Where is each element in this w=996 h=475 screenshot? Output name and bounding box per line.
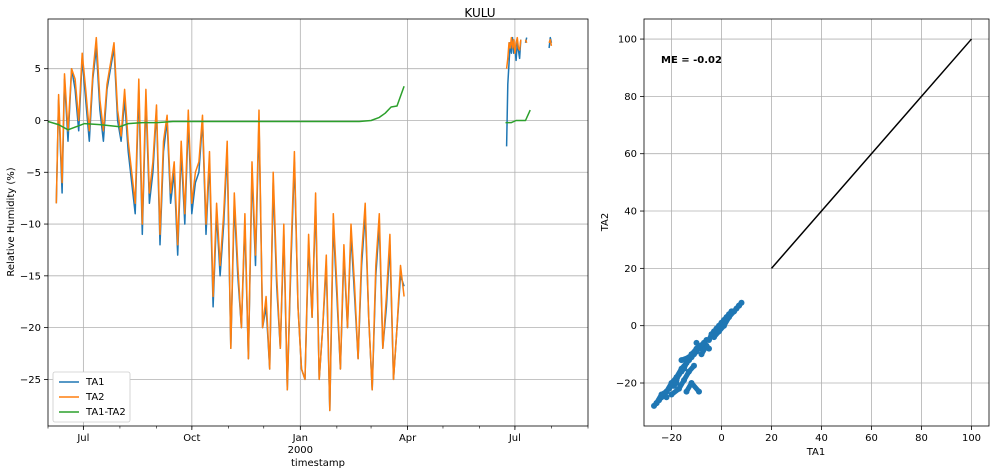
left-y-tick-label: −25 bbox=[20, 375, 41, 386]
legend: TA1 TA2 TA1-TA2 bbox=[52, 371, 131, 423]
right-y-tick-label: 100 bbox=[618, 35, 637, 46]
series-line-ta2 bbox=[505, 36, 522, 69]
series-line-ta2 bbox=[55, 36, 405, 412]
left-x-tick-year: 2000 bbox=[288, 445, 313, 456]
right-axes-frame bbox=[643, 18, 990, 427]
left-axes-frame bbox=[47, 18, 589, 427]
left-x-tick-label: Oct bbox=[183, 433, 200, 444]
scatter-points bbox=[651, 299, 745, 409]
right-y-tick-label: 80 bbox=[624, 92, 637, 103]
left-y-tick-label: 0 bbox=[35, 116, 41, 127]
scatter-point-trail bbox=[731, 303, 742, 314]
left-y-tick-label: −20 bbox=[20, 323, 41, 334]
mean-error-annotation: ME = -0.02 bbox=[661, 55, 722, 66]
right-x-axis-label: TA1 bbox=[806, 447, 826, 458]
left-series bbox=[47, 36, 553, 412]
right-y-tick-label: 20 bbox=[624, 264, 637, 275]
legend-label-ta2: TA2 bbox=[85, 392, 105, 403]
right-y-axis-label: TA2 bbox=[600, 213, 611, 233]
series-line-ta1-ta2 bbox=[47, 86, 405, 131]
right-x-tick-label: 40 bbox=[815, 433, 828, 444]
right-x-tick-label: 0 bbox=[718, 433, 724, 444]
scatter-point-trail bbox=[689, 380, 702, 395]
left-y-tick-label: −15 bbox=[20, 271, 41, 282]
left-y-tick-label: −10 bbox=[20, 220, 41, 231]
series-line-ta1-ta2 bbox=[505, 109, 531, 124]
right-ticks: −20 0 20 40 60 80 100 100 80 60 40 20 0 −20 bbox=[616, 35, 981, 444]
right-y-tick-label: −20 bbox=[616, 379, 637, 390]
left-grid bbox=[48, 19, 588, 426]
left-y-axis-label: Relative Humidity (%) bbox=[6, 167, 17, 276]
left-x-tick-label: Jul bbox=[76, 433, 89, 444]
right-x-tick-label: 100 bbox=[962, 433, 981, 444]
left-x-tick-label: Apr bbox=[399, 433, 417, 444]
right-y-tick-label: 0 bbox=[631, 321, 637, 332]
chart-title: KULU bbox=[464, 6, 495, 20]
right-y-tick-label: 40 bbox=[624, 207, 637, 218]
legend-box bbox=[52, 371, 131, 423]
scatter-point-trail bbox=[704, 343, 712, 352]
series-line-ta2 bbox=[548, 38, 553, 47]
reference-line bbox=[770, 38, 973, 269]
scatter-panel: −20 0 20 40 60 80 100 100 80 60 40 20 0 −20 ME = -0.0… bbox=[600, 18, 990, 458]
scatter-point-trail bbox=[686, 363, 697, 375]
left-x-tick-label: Jan bbox=[292, 433, 308, 444]
right-y-tick-label: 60 bbox=[624, 149, 637, 160]
legend-label-ta1: TA1 bbox=[85, 377, 105, 388]
right-x-tick-label: −20 bbox=[661, 433, 682, 444]
right-x-tick-label: 20 bbox=[765, 433, 778, 444]
series-line-ta1 bbox=[505, 36, 522, 147]
left-y-tick-label: −5 bbox=[26, 168, 41, 179]
series-line-ta2 bbox=[524, 39, 528, 44]
right-x-tick-label: 80 bbox=[915, 433, 928, 444]
left-y-tick-label: 5 bbox=[35, 64, 41, 75]
right-x-tick-label: 60 bbox=[865, 433, 878, 444]
left-x-tick-label: Jul bbox=[508, 433, 521, 444]
scatter-point-trail bbox=[694, 340, 707, 352]
left-x-axis-label: timestamp bbox=[291, 458, 345, 469]
right-grid bbox=[644, 19, 989, 426]
legend-label-diff: TA1-TA2 bbox=[85, 407, 126, 418]
